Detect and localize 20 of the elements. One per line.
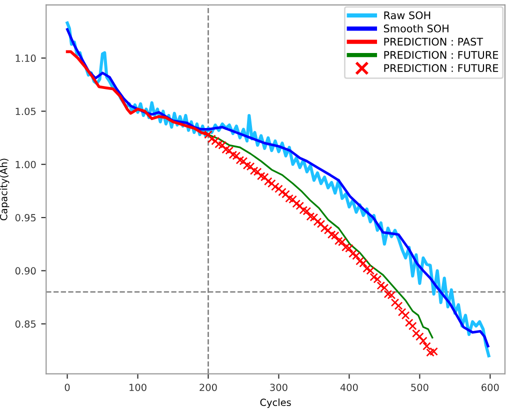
y-tick-label: 1.00 <box>16 160 36 168</box>
x-tick-label: 200 <box>200 384 217 392</box>
y-axis-title: Capacity(Ah) <box>0 158 10 220</box>
x-tick-label: 600 <box>482 384 499 392</box>
x-tick-label: 500 <box>411 384 428 392</box>
y-tick-label: 0.95 <box>15 214 36 222</box>
y-tick-label: 1.05 <box>16 108 36 116</box>
x-axis-title: Cycles <box>260 398 291 408</box>
legend-label: Raw SOH <box>384 11 430 20</box>
x-tick-label: 400 <box>340 384 358 392</box>
y-tick-label: 0.85 <box>15 320 36 328</box>
y-tick-label: 1.10 <box>16 54 36 62</box>
legend-label: PREDICTION : FUTURE <box>384 50 498 59</box>
legend-label: PREDICTION : PAST <box>384 38 484 46</box>
x-tick-label: 0 <box>64 384 70 392</box>
legend-label: PREDICTION : FUTURE <box>384 64 498 72</box>
y-tick-label: 0.90 <box>15 267 36 275</box>
x-tick-label: 300 <box>270 384 288 392</box>
legend-label: Smooth SOH <box>384 24 448 32</box>
x-tick-label: 100 <box>130 384 146 392</box>
